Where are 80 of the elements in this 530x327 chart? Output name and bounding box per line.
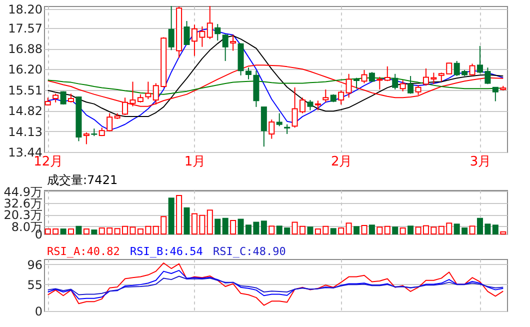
candlestick (338, 90, 344, 106)
candlestick (384, 66, 390, 82)
bar (376, 226, 383, 234)
candlestick (322, 89, 329, 103)
y-tick-label: 20.3万 (4, 208, 42, 222)
y-tick-label: 44.9万 (4, 184, 42, 199)
bar (222, 218, 228, 234)
candlestick (184, 20, 190, 46)
series-label: RSI_B:46.54 (130, 245, 204, 258)
x-tick-label: 1月 (184, 154, 206, 170)
bar (384, 226, 390, 234)
bar (68, 228, 74, 234)
bar (368, 224, 375, 234)
bar (168, 198, 174, 234)
bar (338, 228, 344, 234)
candlestick (284, 124, 290, 134)
line-series (47, 262, 504, 306)
bar (392, 226, 398, 234)
candlestick (276, 112, 282, 127)
candlestick (260, 106, 267, 148)
x-tick-label: 12月 (34, 154, 64, 170)
candlestick (145, 81, 152, 100)
bar (346, 222, 352, 234)
candlestick (268, 119, 275, 140)
bar (330, 228, 336, 234)
y-tick-label: 15.51 (8, 83, 42, 98)
y-tick-label: 18.20 (8, 2, 42, 17)
bar (206, 210, 213, 234)
y-tick-label: 16.20 (8, 62, 42, 77)
candlestick (392, 73, 398, 90)
candlestick (346, 73, 352, 98)
candlestick (354, 77, 360, 90)
bar (184, 207, 190, 234)
bar (354, 226, 360, 234)
candlestick (214, 24, 221, 42)
candlestick (206, 6, 213, 40)
line-series (47, 276, 504, 296)
line-series (47, 35, 504, 118)
y-tick-label: 32.6万 (4, 196, 42, 211)
bar (214, 218, 221, 234)
candlestick (222, 34, 228, 62)
candlestick (492, 86, 498, 102)
line-series (47, 270, 504, 300)
y-tick-label: 14.82 (8, 104, 42, 118)
candlestick (361, 69, 368, 84)
bar (400, 228, 406, 234)
candlestick (415, 84, 422, 96)
candlestick (469, 63, 476, 76)
bar (408, 226, 414, 234)
bar (176, 195, 182, 234)
candlestick (83, 132, 90, 145)
x-tick-label: 3月 (470, 154, 492, 170)
bar (361, 224, 368, 234)
candlestick (230, 34, 236, 52)
candlestick (408, 75, 414, 94)
bar (83, 228, 90, 234)
candlestick (168, 6, 174, 51)
bar (469, 226, 476, 234)
bar (492, 224, 498, 234)
bar (307, 226, 314, 234)
bar (500, 231, 506, 234)
series-label: RSI_A:40.82 (47, 245, 120, 258)
candlestick (400, 80, 406, 92)
bar (60, 228, 66, 234)
bar (76, 226, 82, 234)
y-tick-label: 17.57 (8, 21, 42, 36)
y-tick-label: 0 (34, 304, 42, 318)
chart-title: 成交量:7421 (47, 173, 118, 187)
x-tick-label: 2月 (330, 154, 352, 170)
y-tick-label: 14.13 (8, 124, 42, 139)
candlestick (314, 100, 321, 111)
bar (230, 220, 236, 234)
candlestick (307, 100, 314, 111)
bar (260, 220, 267, 234)
y-tick-label: 16.88 (8, 42, 42, 56)
series-label: RSI_C:48.90 (213, 245, 286, 258)
bar (91, 230, 98, 234)
y-tick-label: 96 (27, 258, 42, 272)
bar (268, 226, 275, 234)
y-tick-label: 55 (27, 278, 42, 292)
